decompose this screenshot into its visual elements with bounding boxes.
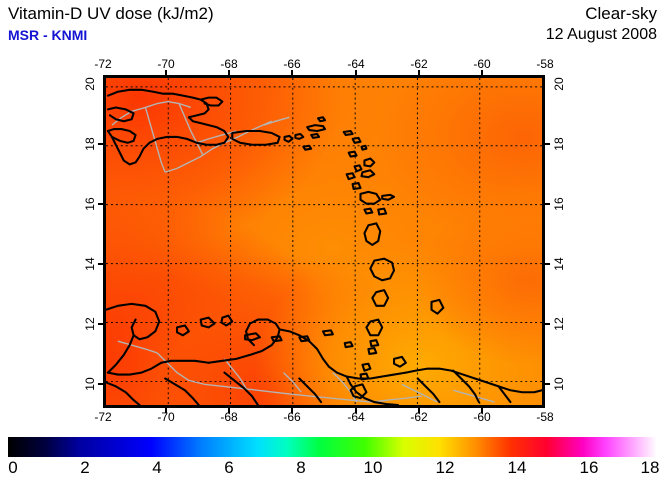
map-plot-area bbox=[103, 75, 545, 408]
river-border-lines bbox=[111, 100, 495, 403]
coastlines bbox=[106, 88, 542, 405]
condition-label: Clear-sky bbox=[585, 4, 657, 23]
uv-dose-field bbox=[106, 78, 542, 405]
date-label: 12 August 2008 bbox=[545, 26, 657, 43]
colorbar-gradient bbox=[8, 437, 657, 457]
map-svg bbox=[106, 78, 542, 405]
source-label: MSR - KNMI bbox=[8, 27, 88, 43]
colorbar bbox=[8, 437, 657, 457]
page-title: Vitamin-D UV dose (kJ/m2) bbox=[8, 4, 214, 23]
